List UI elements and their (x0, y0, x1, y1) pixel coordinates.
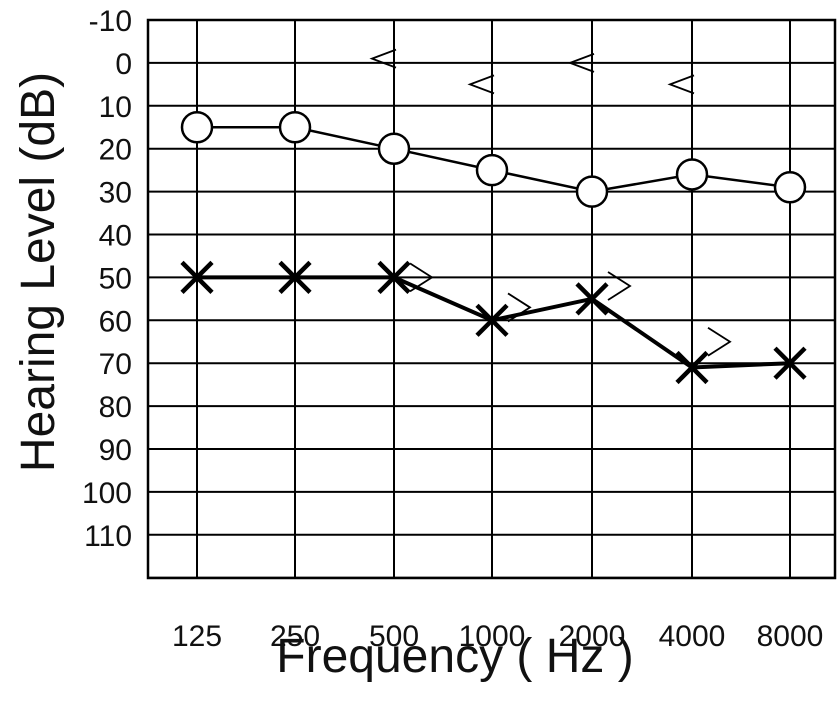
y-tick-label: 10 (99, 91, 132, 124)
tick-layer: -10 0 10 20 30 40 50 60 70 80 90 100 110 125 250 500 100… (82, 5, 823, 653)
circle-marker (377, 132, 411, 165)
x-tick-label: 4000 (659, 620, 726, 653)
y-tick-label: 0 (115, 48, 132, 81)
x-tick-label: 125 (172, 620, 222, 653)
x-marker (773, 346, 807, 380)
y-tick-label: -10 (89, 5, 132, 38)
bone-conduction-right-marker (607, 271, 632, 301)
bone-conduction-left-marker (369, 48, 397, 69)
x-marker (278, 260, 312, 294)
bone-conduction-left-marker (467, 74, 495, 95)
x-marker-stroke (773, 346, 807, 380)
x-marker (575, 282, 609, 316)
y-tick-label: 40 (99, 220, 132, 253)
x-marker (377, 260, 411, 294)
x-tick-label: 250 (270, 620, 320, 653)
y-tick-label: 70 (99, 348, 132, 381)
x-marker-stroke (180, 260, 214, 294)
circle-marker (180, 111, 214, 144)
y-tick-label: 60 (99, 305, 132, 338)
circle-marker (675, 158, 709, 191)
grid-layer (146, 18, 837, 580)
bone-conduction-left-marker (567, 53, 595, 73)
circle-marker (773, 171, 807, 204)
x-marker-stroke (278, 260, 312, 294)
circle-marker (575, 175, 609, 208)
bone-conduction-right-marker (707, 326, 732, 357)
y-axis-label: Hearing Level (dB) (12, 72, 65, 472)
x-marker-stroke (575, 282, 609, 316)
x-tick-label: 2000 (559, 620, 626, 653)
bone-conduction-right-marker (409, 262, 434, 293)
x-marker-stroke (377, 260, 411, 294)
y-tick-label: 20 (99, 134, 132, 167)
y-tick-label: 80 (99, 391, 132, 424)
y-tick-label: 110 (84, 520, 132, 553)
bone-conduction-right-marker (507, 292, 532, 323)
x-tick-label: 500 (369, 620, 419, 653)
circle-marker (475, 153, 509, 187)
bone-conduction-left-marker (667, 74, 695, 95)
x-marker-stroke (475, 303, 509, 337)
x-marker (675, 350, 709, 385)
circle-marker (278, 111, 312, 144)
series-layer (180, 48, 807, 385)
x-tick-label: 1000 (459, 620, 526, 653)
x-marker-stroke (675, 350, 709, 385)
x-marker (475, 303, 509, 337)
y-tick-label: 50 (99, 262, 132, 295)
y-tick-label: 30 (99, 177, 132, 210)
y-tick-label: 90 (99, 434, 132, 467)
x-axis-label: Frequency ( Hz ) (276, 630, 633, 683)
x-tick-label: 8000 (757, 620, 824, 653)
x-marker (180, 260, 214, 294)
y-tick-label: 100 (82, 477, 132, 510)
